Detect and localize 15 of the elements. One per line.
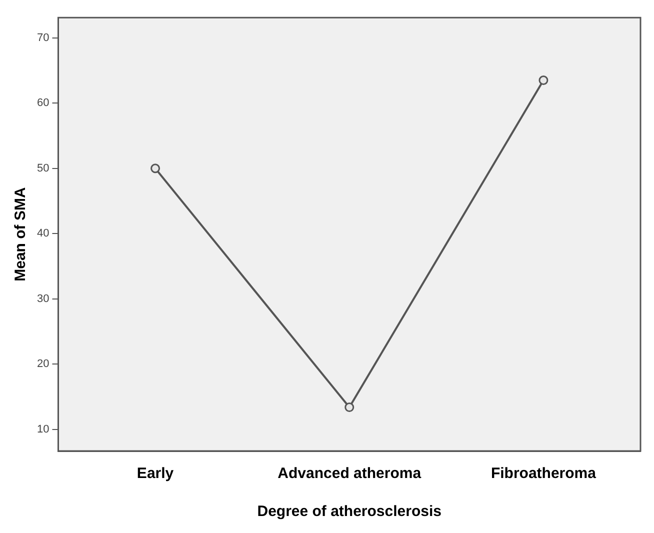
y-tick-label: 50 bbox=[36, 162, 50, 174]
y-tick-label: 70 bbox=[36, 32, 50, 44]
point bbox=[150, 164, 160, 174]
x-tick-label: Fibroatheroma bbox=[490, 465, 597, 482]
y-tick-label: 40 bbox=[36, 228, 50, 240]
y-tick-label: 60 bbox=[36, 97, 50, 110]
x-tick-label: Early bbox=[136, 465, 174, 482]
point bbox=[344, 402, 354, 412]
x-axis-title: Degree of atherosclerosis bbox=[257, 503, 442, 520]
x-tick-label: Advanced atheroma bbox=[278, 465, 422, 482]
y-tick-label: 20 bbox=[36, 358, 50, 370]
y-axis-title: Mean of SMA bbox=[12, 187, 30, 282]
point bbox=[538, 76, 548, 86]
y-tick-label: 30 bbox=[36, 292, 50, 305]
y-tick-label: 10 bbox=[36, 423, 50, 436]
